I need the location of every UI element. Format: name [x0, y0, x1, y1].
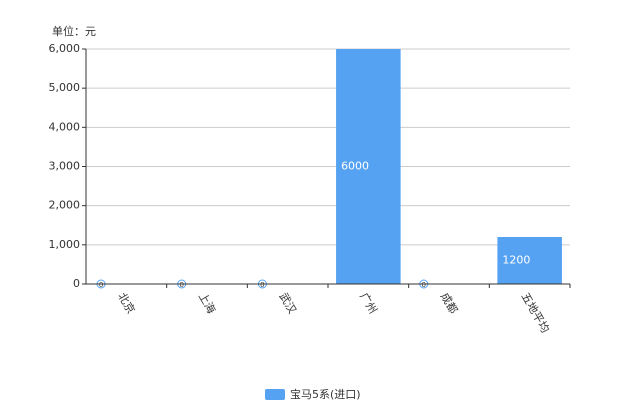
- bar: [497, 237, 562, 284]
- x-tick-label: 武汉: [276, 291, 298, 317]
- value-label: 0: [260, 281, 264, 289]
- legend-label: 宝马5系(进口): [290, 387, 361, 401]
- value-label: 0: [421, 281, 425, 289]
- unit-label: 单位：元: [52, 24, 96, 38]
- x-tick-label: 广州: [357, 291, 379, 317]
- value-label: 0: [179, 281, 183, 289]
- y-tick-label: 0: [73, 277, 80, 290]
- x-tick-label: 五地平均: [518, 291, 551, 336]
- value-label: 0: [99, 281, 103, 289]
- x-tick-label: 成都: [438, 291, 460, 317]
- y-tick-label: 4,000: [49, 120, 81, 133]
- bar: [336, 49, 401, 284]
- y-tick-label: 3,000: [49, 160, 81, 173]
- y-tick-label: 5,000: [49, 81, 81, 94]
- value-label: 6000: [341, 160, 369, 173]
- value-label: 1200: [502, 254, 530, 267]
- y-tick-label: 6,000: [49, 42, 81, 55]
- y-tick-label: 2,000: [49, 199, 81, 212]
- y-tick-label: 1,000: [49, 238, 81, 251]
- legend-swatch: [265, 389, 285, 400]
- x-tick-label: 北京: [115, 290, 138, 316]
- x-tick-label: 上海: [196, 290, 219, 316]
